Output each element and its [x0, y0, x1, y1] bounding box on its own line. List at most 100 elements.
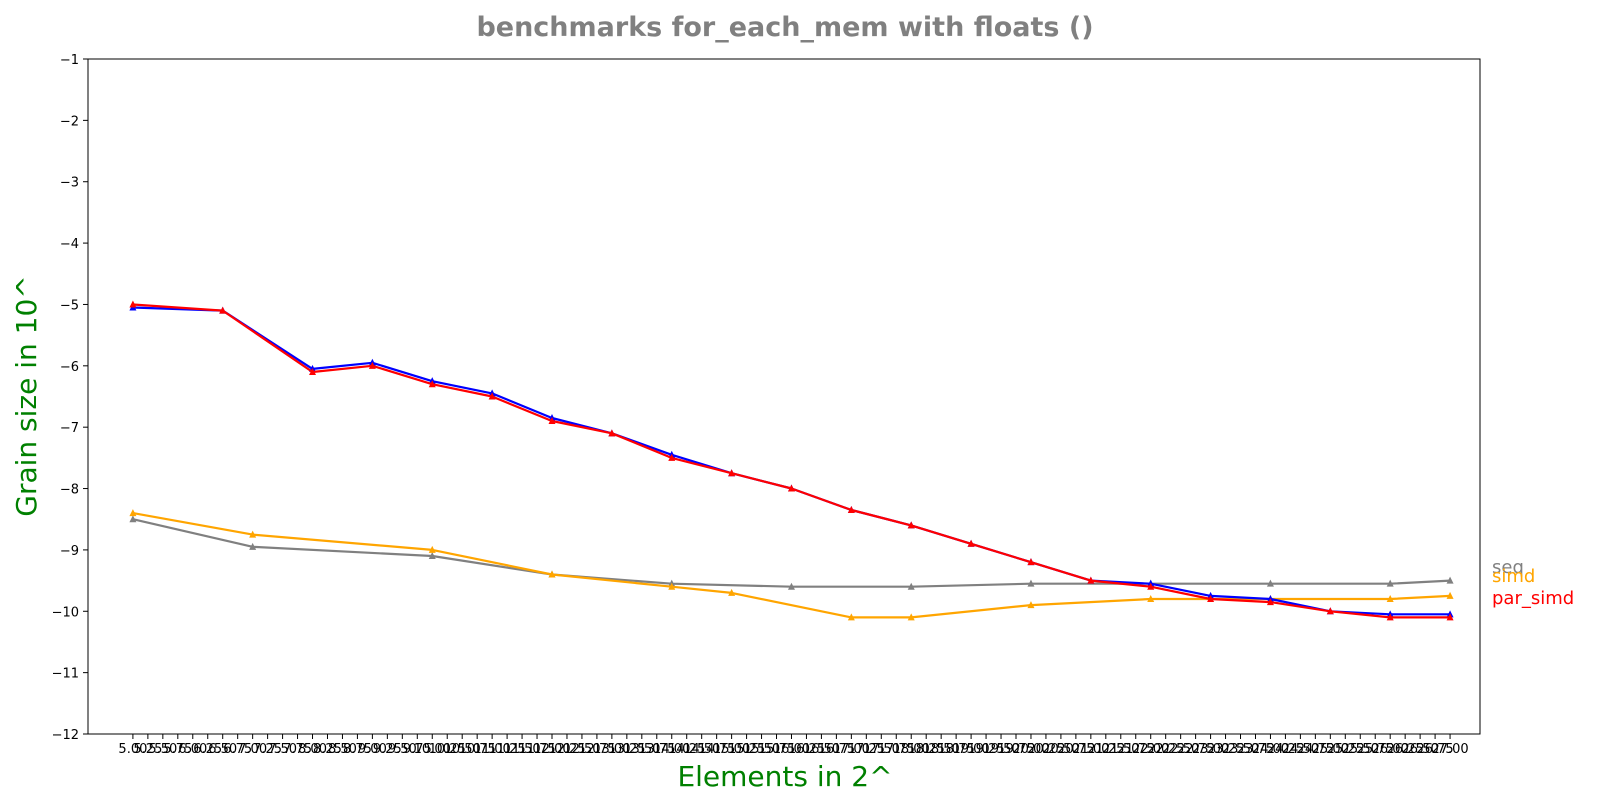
x-tick-label: 13.50: [623, 742, 660, 757]
x-tick-label: 14.00: [653, 742, 690, 757]
y-tick-label: −10: [52, 605, 79, 620]
x-tick-label: 25.50: [1342, 742, 1379, 757]
x-tick-label: 22.50: [1162, 742, 1199, 757]
x-tick-label: 25.75: [1357, 742, 1394, 757]
x-tick-label: 19.25: [967, 742, 1004, 757]
data-point: [129, 515, 137, 523]
x-tick-label: 8.50: [328, 742, 357, 757]
x-tick-label: 26.00: [1372, 742, 1409, 757]
data-point: [1147, 582, 1155, 590]
y-tick-label: −1: [60, 53, 79, 68]
x-tick-label: 15.75: [758, 742, 795, 757]
y-tick-label: −9: [60, 544, 79, 559]
x-tick-label: 26.50: [1402, 742, 1439, 757]
plot-area: [87, 58, 1481, 735]
x-tick-label: 17.50: [863, 742, 900, 757]
data-point: [548, 417, 556, 425]
data-point: [368, 361, 376, 369]
series-line-par-simd: [132, 303, 1451, 619]
x-tick-label: 20.50: [1042, 742, 1079, 757]
x-tick-label: 15.00: [713, 742, 750, 757]
data-point: [249, 542, 257, 550]
data-point: [1386, 595, 1394, 602]
x-tick-label: 15.50: [743, 742, 780, 757]
legend-entry: simd: [1492, 566, 1535, 587]
x-tick-label: 14.50: [683, 742, 720, 757]
data-point: [967, 539, 975, 547]
x-tick-label: 8.75: [343, 742, 372, 757]
data-point: [1446, 613, 1454, 621]
x-tick-label: 20.00: [1012, 742, 1049, 757]
data-point: [1266, 598, 1274, 606]
x-tick-label: 17.75: [878, 742, 915, 757]
x-tick-label: 23.25: [1207, 742, 1244, 757]
x-tick-label: 23.75: [1237, 742, 1274, 757]
data-point: [608, 429, 616, 437]
x-tick-label: 20.75: [1057, 742, 1094, 757]
x-tick-label: 7.75: [283, 742, 312, 757]
x-tick-label: 11.25: [488, 742, 525, 757]
x-tick-label: 7.00: [238, 742, 267, 757]
x-tick-label: 18.00: [893, 742, 930, 757]
x-tick-label: 6.75: [223, 742, 252, 757]
x-tick-label: 19.50: [982, 742, 1019, 757]
x-axis-label: Elements in 2^: [677, 760, 892, 793]
data-point: [668, 582, 676, 590]
y-tick-label: −3: [60, 176, 79, 191]
x-tick-label: 12.00: [533, 742, 570, 757]
data-point: [787, 582, 795, 590]
x-tick-label: 9.75: [403, 742, 432, 757]
y-tick-label: −7: [60, 421, 79, 436]
x-tick-label: 21.00: [1072, 742, 1109, 757]
x-tick-label: 26.25: [1387, 742, 1424, 757]
data-point: [907, 613, 915, 621]
x-tick-label: 5.75: [163, 742, 192, 757]
x-tick-label: 15.25: [728, 742, 765, 757]
x-tick-label: 8.00: [298, 742, 327, 757]
data-point: [1027, 558, 1035, 566]
data-point: [1266, 579, 1274, 587]
x-tick-label: 19.75: [997, 742, 1034, 757]
y-tick-label: −4: [60, 237, 79, 252]
data-point: [1326, 607, 1334, 615]
data-point: [129, 300, 137, 308]
x-tick-label: 19.00: [952, 742, 989, 757]
x-tick-label: 9.50: [388, 742, 417, 757]
x-tick-label: 16.75: [818, 742, 855, 757]
y-tick-label: −8: [60, 483, 79, 498]
x-tick-label: 11.00: [474, 742, 511, 757]
x-tick-label: 7.25: [253, 742, 282, 757]
y-tick-label: −12: [52, 728, 79, 743]
x-tick-label: 11.50: [503, 742, 540, 757]
x-tick-label: 9.00: [358, 742, 387, 757]
data-point: [728, 469, 736, 477]
x-tick-label: 10.25: [429, 742, 466, 757]
series-line-seq: [132, 518, 1451, 588]
data-point: [1087, 576, 1095, 584]
x-tick-label: 6.50: [208, 742, 237, 757]
x-tick-label: 14.25: [668, 742, 705, 757]
x-tick-label: 25.25: [1327, 742, 1364, 757]
x-tick-label: 6.25: [193, 742, 222, 757]
x-tick-label: 27.00: [1431, 742, 1468, 757]
data-point: [249, 530, 257, 538]
data-point: [847, 506, 855, 514]
y-axis-label: Grain size in 10^: [10, 275, 43, 517]
data-point: [1446, 591, 1454, 599]
chart-title: benchmarks for_each_mem with floats (): [476, 12, 1093, 43]
data-point: [129, 509, 137, 517]
data-point: [907, 582, 915, 590]
x-tick-label: 18.25: [908, 742, 945, 757]
data-point: [1386, 579, 1394, 587]
series-layer: [129, 300, 1454, 621]
data-point: [548, 570, 556, 578]
x-tick-label: 21.50: [1102, 742, 1139, 757]
y-tick-label: −2: [60, 114, 79, 129]
x-tick-label: 26.75: [1416, 742, 1453, 757]
data-point: [787, 484, 795, 492]
data-point: [1207, 595, 1215, 602]
y-tick-label: −5: [60, 298, 79, 313]
y-tick-label: −6: [60, 360, 79, 375]
data-point: [428, 545, 436, 553]
data-point: [1027, 579, 1035, 587]
